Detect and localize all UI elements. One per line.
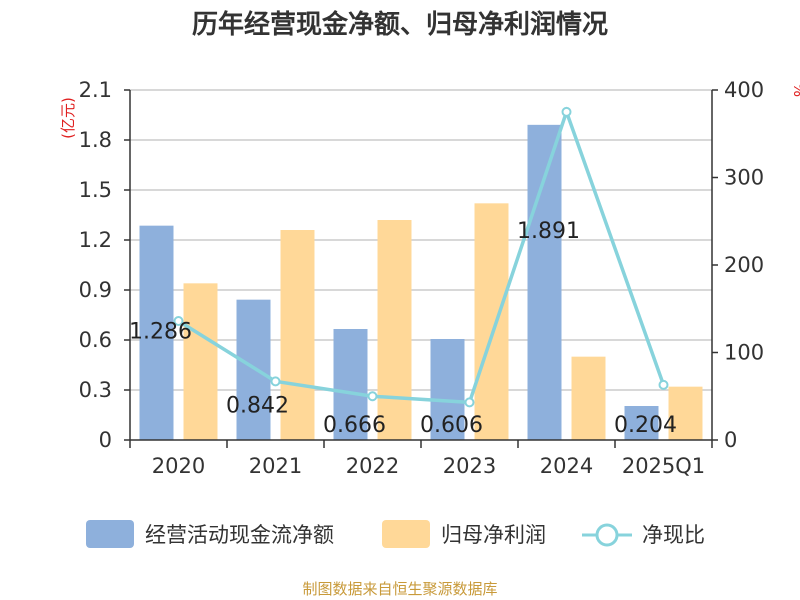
bar-netprofit xyxy=(377,220,412,440)
bar-cashflow xyxy=(333,329,368,440)
y-right-unit: % xyxy=(790,83,800,97)
data-label-cashflow: 1.891 xyxy=(517,219,580,244)
bar-cashflow xyxy=(527,124,562,440)
x-tick-label: 2020 xyxy=(152,454,205,478)
y-right-tick-label: 0 xyxy=(724,428,737,452)
legend-label-cashflow: 经营活动现金流净额 xyxy=(145,523,334,547)
chart-title: 历年经营现金净额、归母净利润情况 xyxy=(192,9,608,40)
legend-swatch-netprofit xyxy=(382,520,430,548)
bar-cashflow xyxy=(430,339,465,440)
legend-swatch-ratio-marker xyxy=(595,523,619,547)
grid xyxy=(130,89,712,391)
legend: 经营活动现金流净额 归母净利润 净现比 xyxy=(86,520,705,548)
y-left-tick-label: 2.1 xyxy=(79,78,112,102)
bars xyxy=(139,124,703,440)
y-left-tick-label: 0.6 xyxy=(79,328,112,352)
x-tick-label: 2021 xyxy=(249,454,302,478)
data-label-cashflow: 0.204 xyxy=(614,413,677,438)
axes: 0 0.3 0.6 0.9 1.2 1.5 1.8 2.1 0 100 200 300 400 2020 2… xyxy=(79,78,765,478)
bar-netprofit xyxy=(474,203,509,440)
y-right-tick-label: 400 xyxy=(724,78,764,102)
data-labels: 1.286 0.842 0.666 0.606 1.891 0.204 xyxy=(129,219,677,438)
bar-cashflow xyxy=(139,225,174,440)
y-left-tick-label: 0 xyxy=(99,428,112,452)
bar-netprofit xyxy=(571,356,606,440)
y-left-tick-label: 0.3 xyxy=(79,378,112,402)
legend-label-ratio: 净现比 xyxy=(642,523,705,547)
legend-label-netprofit: 归母净利润 xyxy=(441,523,546,547)
ratio-point xyxy=(173,316,184,326)
source-note: 制图数据来自恒生聚源数据库 xyxy=(302,580,497,598)
ratio-point xyxy=(561,106,572,117)
y-right-tick-label: 100 xyxy=(724,341,764,365)
y-left-tick-label: 0.9 xyxy=(79,278,112,302)
data-label-cashflow: 0.666 xyxy=(323,413,386,438)
data-label-cashflow: 0.606 xyxy=(420,413,483,438)
x-tick-label: 2025Q1 xyxy=(622,454,705,478)
ratio-line-path xyxy=(177,106,666,405)
y-right-tick-label: 300 xyxy=(724,166,764,190)
ratio-point xyxy=(367,391,378,402)
ratio-point xyxy=(464,397,475,408)
bar-netprofit xyxy=(668,386,703,440)
legend-swatch-cashflow xyxy=(86,520,134,548)
ratio-point xyxy=(658,379,669,390)
bar-cashflow xyxy=(624,406,659,440)
y-left-tick-label: 1.5 xyxy=(79,178,112,202)
data-label-cashflow: 1.286 xyxy=(129,320,192,345)
bar-netprofit xyxy=(183,283,218,440)
bar-netprofit xyxy=(280,230,315,440)
ratio-line xyxy=(173,106,669,408)
data-label-cashflow: 0.842 xyxy=(226,394,289,419)
x-tick-label: 2022 xyxy=(346,454,399,478)
y-left-tick-label: 1.8 xyxy=(79,128,112,152)
y-left-tick-label: 1.2 xyxy=(79,228,112,252)
y-right-tick-label: 200 xyxy=(724,253,764,277)
bar-cashflow xyxy=(236,299,271,440)
x-tick-label: 2023 xyxy=(443,454,496,478)
x-tick-label: 2024 xyxy=(540,454,593,478)
ratio-point xyxy=(270,376,281,387)
y-left-unit: (亿元) xyxy=(59,97,77,139)
